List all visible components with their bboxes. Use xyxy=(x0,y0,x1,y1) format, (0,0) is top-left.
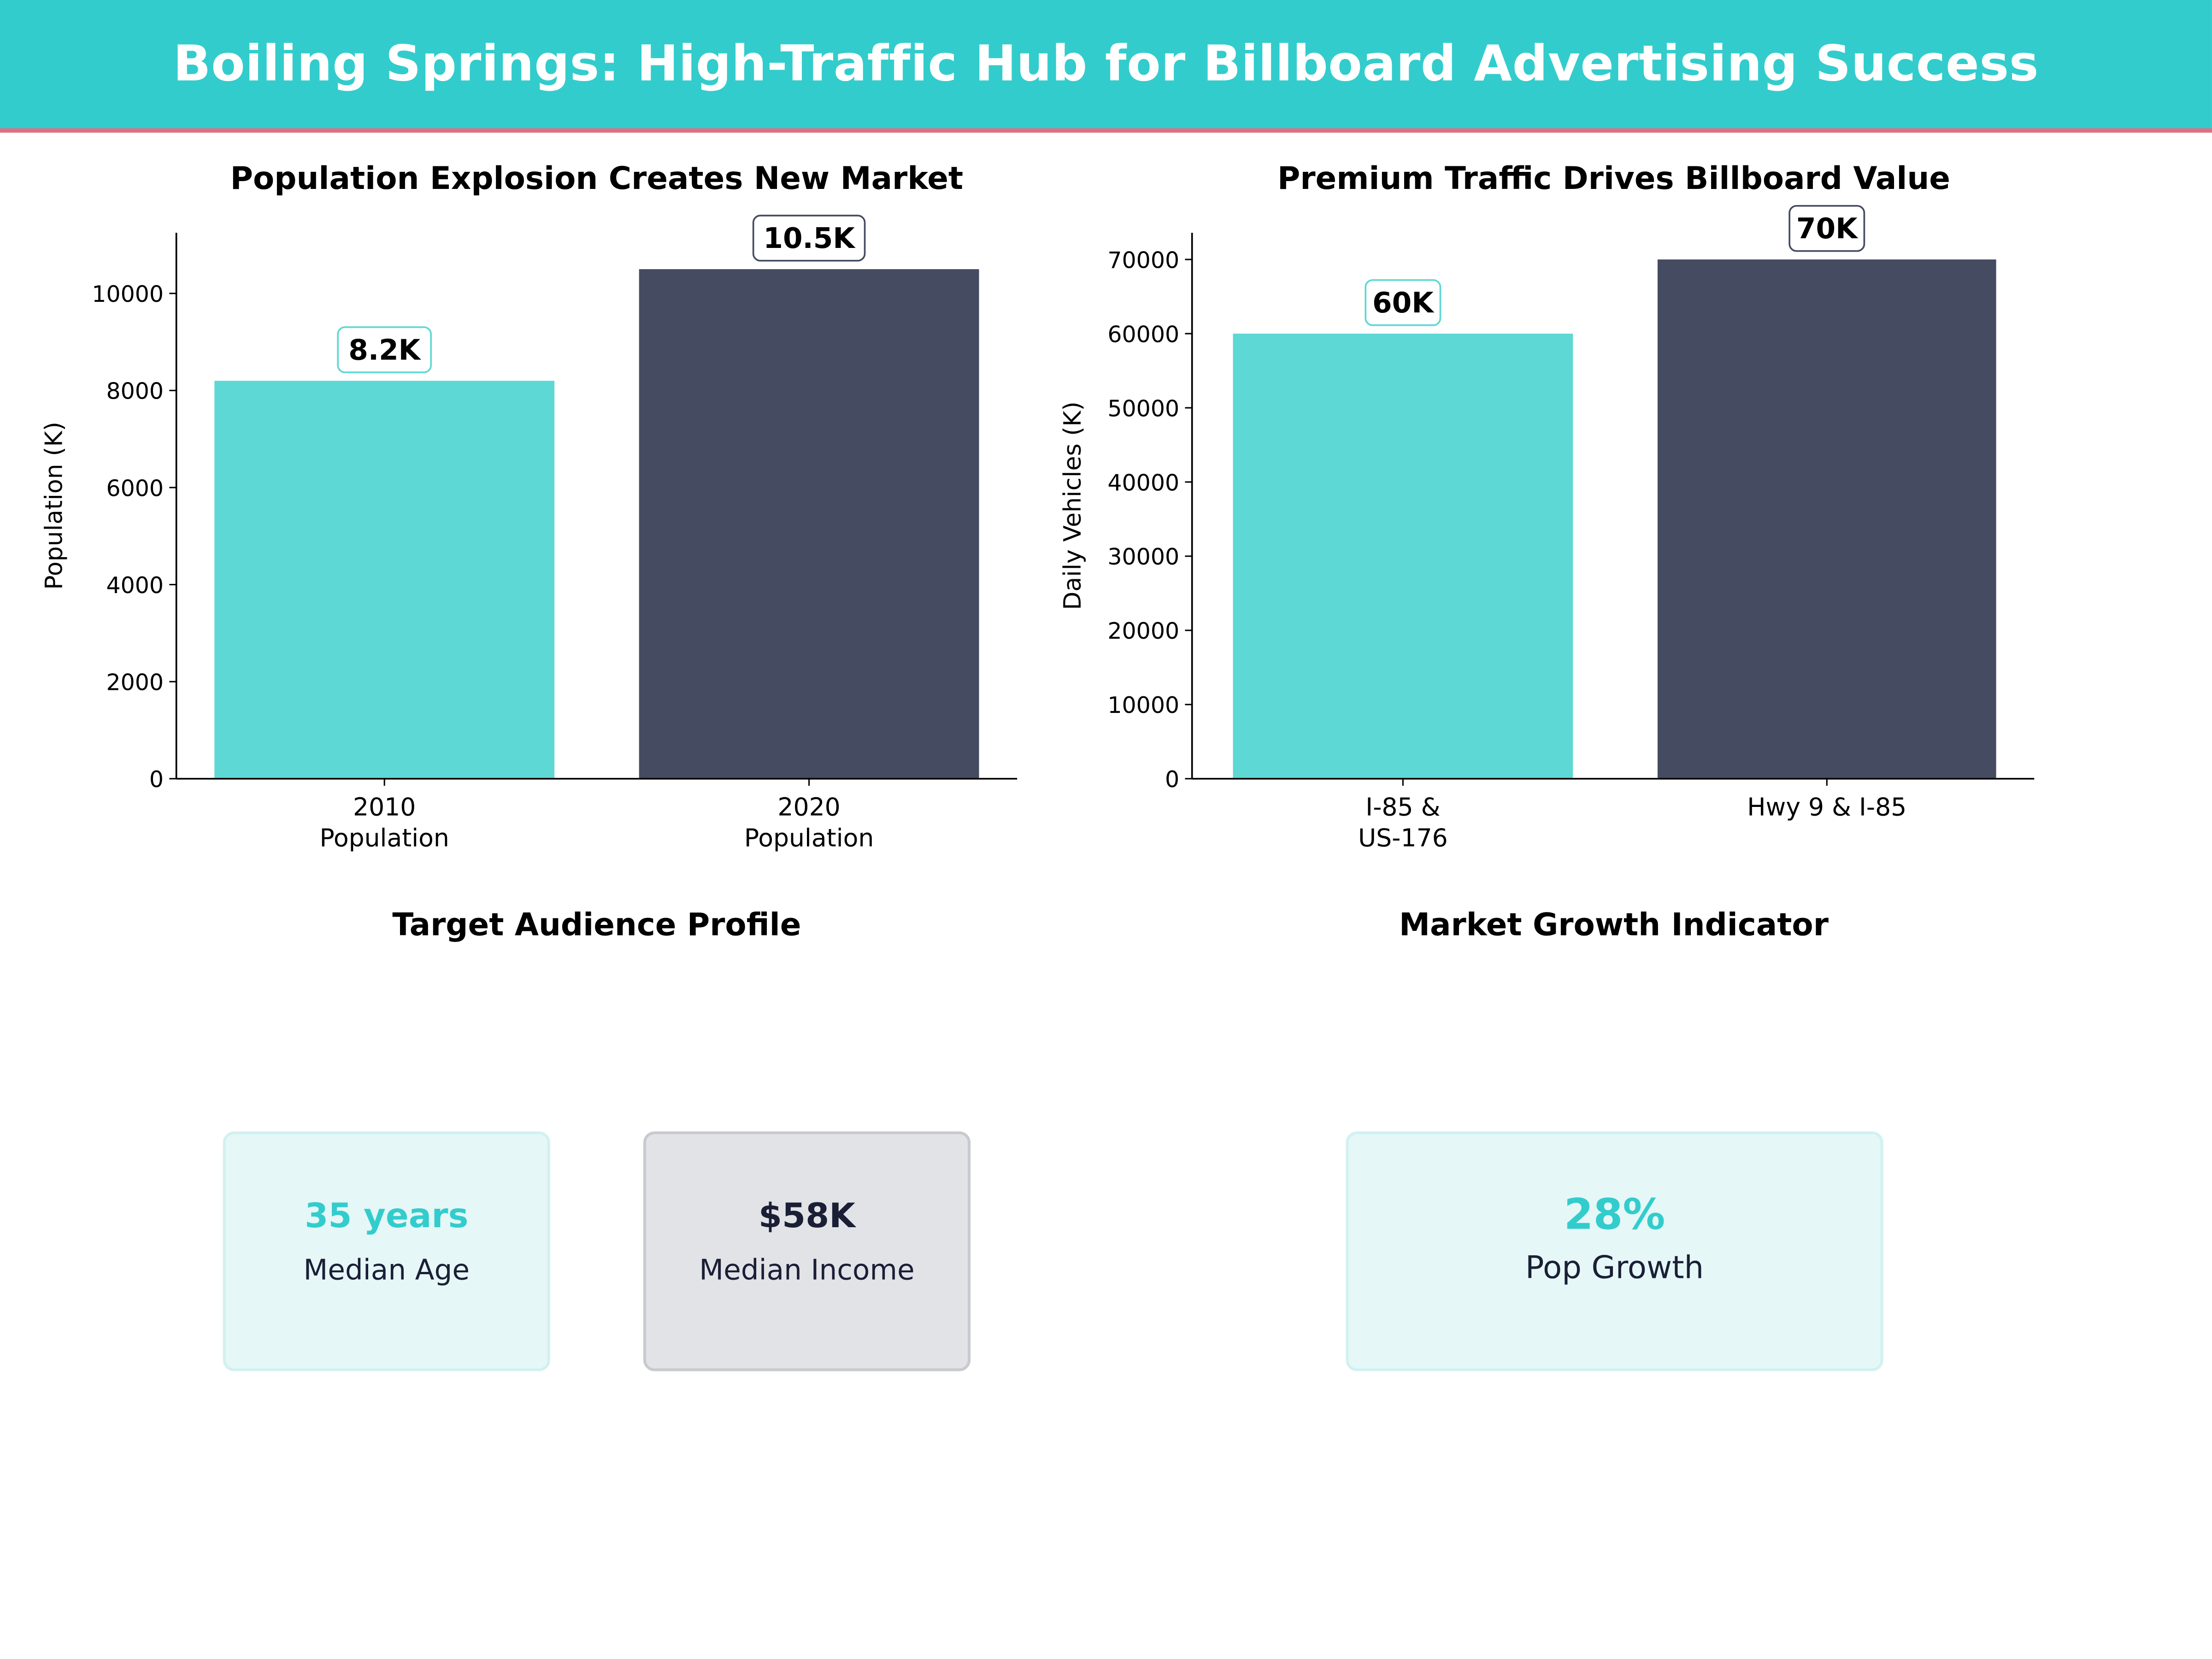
growth-section-title: Market Growth Indicator xyxy=(1399,908,1829,944)
y-tick-label: 2000 xyxy=(106,670,164,696)
y-tick-label: 70000 xyxy=(1107,247,1179,273)
y-tick-label: 0 xyxy=(1165,766,1179,793)
y-tick-label: 8000 xyxy=(106,378,164,405)
x-tick-label: Population xyxy=(319,824,449,853)
y-tick-label: 6000 xyxy=(106,475,164,501)
x-tick-label: US-176 xyxy=(1358,824,1448,853)
y-tick-label: 50000 xyxy=(1107,395,1179,422)
y-tick-label: 20000 xyxy=(1107,618,1179,644)
y-tick-label: 40000 xyxy=(1107,470,1179,496)
median-age-label: Median Age xyxy=(303,1253,470,1287)
data-label: 60K xyxy=(1372,287,1435,319)
bar xyxy=(214,381,555,779)
bar xyxy=(639,269,979,779)
data-label: 70K xyxy=(1796,212,1859,245)
x-tick-label: I-85 & xyxy=(1365,792,1440,821)
x-tick-label: Population xyxy=(744,824,874,853)
y-tick-label: 60000 xyxy=(1107,321,1179,347)
y-axis-label: Daily Vehicles (K) xyxy=(1059,401,1087,610)
median-income-label: Median Income xyxy=(699,1253,915,1287)
population-chart: 8.2K 2010 Population 10.5K 2020 Population 0 20… xyxy=(41,214,1018,853)
y-axis-label: Population (K) xyxy=(41,422,68,590)
data-label-box xyxy=(752,214,866,262)
y-tick-label: 4000 xyxy=(106,572,164,599)
x-tick-label: 2010 xyxy=(353,792,416,821)
data-label-box xyxy=(1365,279,1441,326)
median-age-value: 35 years xyxy=(305,1196,469,1236)
data-label: 10.5K xyxy=(763,222,856,255)
y-tick-label: 30000 xyxy=(1107,544,1179,570)
y-tick-label: 0 xyxy=(149,766,164,793)
median-income-value: $58K xyxy=(758,1196,856,1236)
y-tick-label: 10000 xyxy=(92,281,164,307)
bar xyxy=(1657,259,1996,779)
population-chart-title: Population Explosion Creates New Market xyxy=(230,162,964,198)
traffic-chart-title: Premium Traffic Drives Billboard Value xyxy=(1277,162,1951,198)
data-label: 8.2K xyxy=(348,334,421,366)
bar xyxy=(1233,334,1573,779)
pop-growth-card: 28% Pop Growth xyxy=(1346,1131,1883,1371)
median-age-card: 35 years Median Age xyxy=(223,1131,550,1371)
traffic-chart: 60K I-85 & US-176 70K Hwy 9 & I-85 0 10000 2000… xyxy=(1059,205,2035,853)
x-tick-label: Hwy 9 & I-85 xyxy=(1747,792,1906,821)
y-tick-label: 10000 xyxy=(1107,692,1179,718)
header-banner: Boiling Springs: High-Traffic Hub for Bi… xyxy=(0,0,2212,133)
data-label-box xyxy=(1788,205,1865,252)
page-title: Boiling Springs: High-Traffic Hub for Bi… xyxy=(173,36,2039,93)
x-tick-label: 2020 xyxy=(777,792,840,821)
pop-growth-label: Pop Growth xyxy=(1525,1251,1704,1287)
data-label-box xyxy=(337,326,432,373)
audience-section-title: Target Audience Profile xyxy=(392,908,801,944)
median-income-card: $58K Median Income xyxy=(643,1131,971,1371)
pop-growth-value: 28% xyxy=(1564,1190,1665,1240)
